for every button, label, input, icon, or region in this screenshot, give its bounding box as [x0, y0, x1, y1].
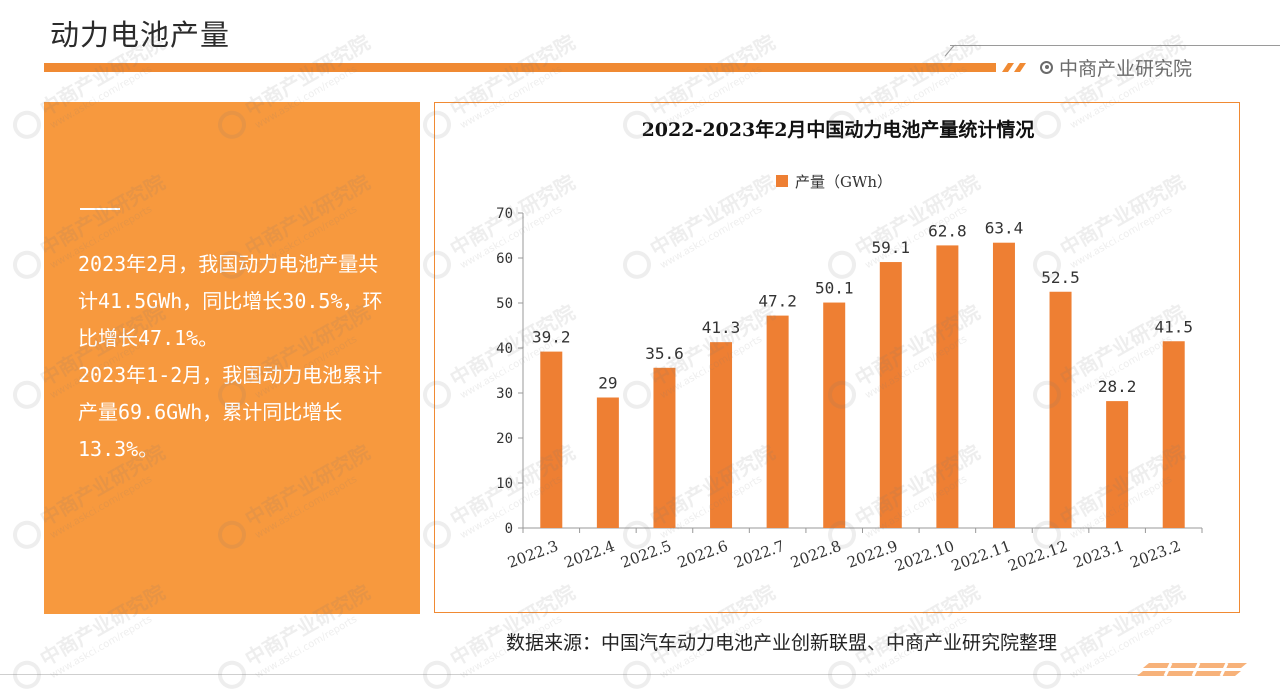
data-label: 47.2 [758, 292, 797, 311]
x-tick-label: 2022.4 [562, 537, 617, 572]
y-tick-label: 10 [496, 476, 513, 492]
header-accent-bar [44, 63, 996, 72]
watermark-icon [13, 110, 41, 139]
brand-name: 中商产业研究院 [1059, 57, 1193, 80]
bar [1106, 401, 1129, 528]
watermark-icon [13, 250, 41, 279]
bar [1162, 341, 1185, 528]
data-label: 29 [598, 374, 617, 393]
data-label: 41.3 [702, 318, 741, 337]
bar [823, 302, 846, 528]
y-tick-label: 0 [505, 521, 513, 537]
bar [1049, 291, 1072, 528]
brand-divider-tick [944, 45, 955, 57]
x-tick-label: 2023.2 [1128, 537, 1183, 572]
bar [936, 245, 959, 528]
chart-title: 2022-2023年2月中国动力电池产量统计情况 [642, 118, 1035, 141]
x-tick-label: 2022.3 [505, 537, 560, 572]
y-tick-label: 60 [496, 251, 513, 267]
footer-line [0, 674, 1170, 675]
data-label: 59.1 [872, 238, 911, 257]
page-title: 动力电池产量 [50, 18, 231, 52]
y-tick-label: 30 [496, 386, 513, 402]
legend-swatch [776, 175, 788, 187]
bar [540, 351, 563, 528]
summary-paragraph-2: 2023年1-2月，我国动力电池累计产量69.6GWh，累计同比增长13.3%。 [78, 363, 383, 461]
x-tick-label: 2023.1 [1071, 537, 1126, 572]
x-tick-label: 2022.11 [949, 537, 1013, 575]
brand: 中商产业研究院 [1040, 54, 1192, 80]
y-tick-label: 20 [496, 431, 513, 447]
brand-divider-line [950, 45, 1280, 46]
data-label: 62.8 [928, 221, 967, 240]
x-tick-label: 2022.8 [788, 537, 843, 572]
bar [653, 367, 676, 528]
bar [992, 242, 1015, 528]
data-label: 39.2 [532, 328, 571, 347]
x-tick-label: 2022.10 [892, 537, 956, 575]
chart-frame: 2022-2023年2月中国动力电池产量统计情况产量（GWh） 0 10 20 30 40… [434, 102, 1240, 613]
bar [596, 397, 619, 528]
watermark-url: www.askci.com/reports [253, 614, 359, 681]
data-label: 63.4 [985, 219, 1024, 238]
bar [879, 262, 902, 528]
data-label: 35.6 [645, 344, 684, 363]
y-tick-label: 70 [496, 206, 513, 222]
data-label: 50.1 [815, 279, 854, 298]
x-tick-label: 2022.12 [1005, 537, 1069, 575]
x-tick-label: 2022.7 [732, 537, 787, 572]
footer-stripes [1137, 662, 1247, 677]
y-tick-label: 40 [496, 341, 513, 357]
data-label: 28.2 [1098, 377, 1137, 396]
header-stripes [1002, 63, 1026, 72]
summary-rule [80, 208, 120, 210]
x-tick-label: 2022.5 [618, 537, 673, 572]
watermark-url: www.askci.com/reports [48, 614, 154, 681]
data-label: 52.5 [1041, 268, 1080, 287]
data-source: 数据来源：中国汽车动力电池产业创新联盟、中商产业研究院整理 [506, 632, 1058, 654]
summary-paragraph-1: 2023年2月，我国动力电池产量共计41.5GWh，同比增长30.5%，环比增长… [78, 252, 383, 350]
bar [710, 342, 733, 528]
data-label: 41.5 [1154, 317, 1193, 336]
bar [766, 315, 789, 528]
brand-logo-icon [1040, 60, 1053, 74]
y-tick-label: 50 [496, 296, 513, 312]
summary-panel: 2023年2月，我国动力电池产量共计41.5GWh，同比增长30.5%，环比增长… [44, 102, 420, 614]
summary-text: 2023年2月，我国动力电池产量共计41.5GWh，同比增长30.5%，环比增长… [78, 246, 394, 468]
x-tick-label: 2022.6 [675, 537, 730, 572]
watermark-icon [13, 520, 41, 549]
x-tick-label: 2022.9 [845, 537, 900, 572]
watermark-icon [13, 380, 41, 409]
legend-label: 产量（GWh） [795, 173, 892, 191]
